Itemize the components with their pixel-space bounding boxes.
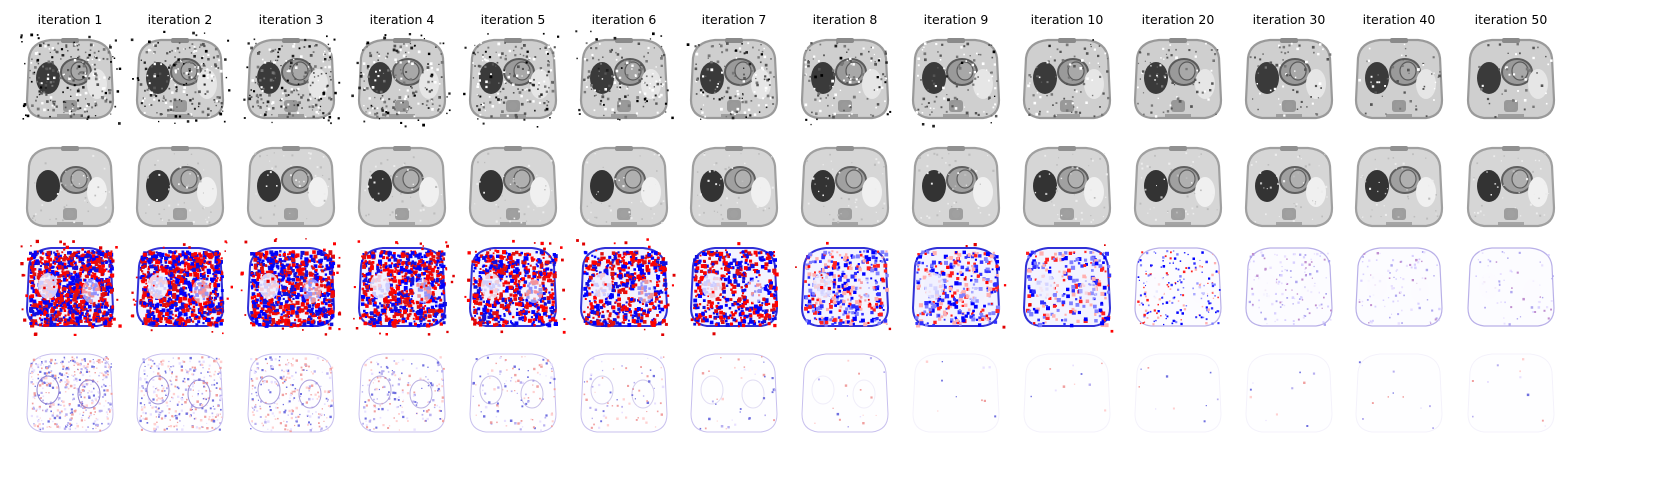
panel-reconstruction-smooth-5 — [460, 136, 566, 236]
panel-difference-map-4 — [349, 236, 455, 336]
column-title-3: iteration 3 — [258, 12, 324, 27]
panel-difference-map-3 — [238, 236, 344, 336]
panel-update-map-14 — [1458, 342, 1564, 442]
panel-difference-map-11 — [1125, 236, 1231, 336]
panel-difference-map-2 — [127, 236, 233, 336]
panel-difference-map-14 — [1458, 236, 1564, 336]
panel-reconstruction-noisy-11 — [1125, 28, 1231, 128]
panel-update-map-4 — [349, 342, 455, 442]
panel-reconstruction-smooth-14 — [1458, 136, 1564, 236]
panel-reconstruction-noisy-9 — [903, 28, 1009, 128]
panel-update-map-12 — [1236, 342, 1342, 442]
panel-reconstruction-noisy-2 — [127, 28, 233, 128]
panel-reconstruction-smooth-10 — [1014, 136, 1120, 236]
panel-reconstruction-smooth-6 — [571, 136, 677, 236]
column-title-13: iteration 40 — [1362, 12, 1436, 27]
panel-reconstruction-noisy-12 — [1236, 28, 1342, 128]
panel-reconstruction-noisy-3 — [238, 28, 344, 128]
panel-difference-map-10 — [1014, 236, 1120, 336]
panel-reconstruction-smooth-8 — [792, 136, 898, 236]
panel-reconstruction-noisy-7 — [681, 28, 787, 128]
column-title-1: iteration 1 — [37, 12, 103, 27]
panel-reconstruction-smooth-9 — [903, 136, 1009, 236]
panel-update-map-8 — [792, 342, 898, 442]
panel-reconstruction-noisy-5 — [460, 28, 566, 128]
panel-difference-map-5 — [460, 236, 566, 336]
column-title-11: iteration 20 — [1141, 12, 1215, 27]
column-title-9: iteration 9 — [923, 12, 989, 27]
panel-reconstruction-noisy-14 — [1458, 28, 1564, 128]
panel-update-map-3 — [238, 342, 344, 442]
column-title-10: iteration 10 — [1030, 12, 1104, 27]
column-title-5: iteration 5 — [480, 12, 546, 27]
column-title-14: iteration 50 — [1474, 12, 1548, 27]
panel-update-map-6 — [571, 342, 677, 442]
panel-reconstruction-smooth-12 — [1236, 136, 1342, 236]
panel-reconstruction-smooth-7 — [681, 136, 787, 236]
panel-update-map-1 — [17, 342, 123, 442]
panel-reconstruction-smooth-13 — [1346, 136, 1452, 236]
panel-update-map-11 — [1125, 342, 1231, 442]
panel-difference-map-9 — [903, 236, 1009, 336]
panel-reconstruction-smooth-1 — [17, 136, 123, 236]
panel-difference-map-7 — [681, 236, 787, 336]
panel-reconstruction-smooth-4 — [349, 136, 455, 236]
column-title-7: iteration 7 — [701, 12, 767, 27]
panel-reconstruction-noisy-6 — [571, 28, 677, 128]
column-title-6: iteration 6 — [591, 12, 657, 27]
panel-reconstruction-smooth-2 — [127, 136, 233, 236]
panel-update-map-13 — [1346, 342, 1452, 442]
panel-difference-map-8 — [792, 236, 898, 336]
panel-reconstruction-smooth-11 — [1125, 136, 1231, 236]
panel-update-map-9 — [903, 342, 1009, 442]
panel-reconstruction-smooth-3 — [238, 136, 344, 236]
panel-reconstruction-noisy-4 — [349, 28, 455, 128]
panel-difference-map-1 — [17, 236, 123, 336]
panel-reconstruction-noisy-1 — [17, 28, 123, 128]
panel-difference-map-6 — [571, 236, 677, 336]
panel-reconstruction-noisy-13 — [1346, 28, 1452, 128]
panel-reconstruction-noisy-8 — [792, 28, 898, 128]
panel-difference-map-13 — [1346, 236, 1452, 336]
panel-update-map-2 — [127, 342, 233, 442]
column-title-8: iteration 8 — [812, 12, 878, 27]
column-title-2: iteration 2 — [147, 12, 213, 27]
panel-update-map-10 — [1014, 342, 1120, 442]
panel-update-map-7 — [681, 342, 787, 442]
column-title-4: iteration 4 — [369, 12, 435, 27]
panel-difference-map-12 — [1236, 236, 1342, 336]
panel-reconstruction-noisy-10 — [1014, 28, 1120, 128]
panel-update-map-5 — [460, 342, 566, 442]
column-title-12: iteration 30 — [1252, 12, 1326, 27]
